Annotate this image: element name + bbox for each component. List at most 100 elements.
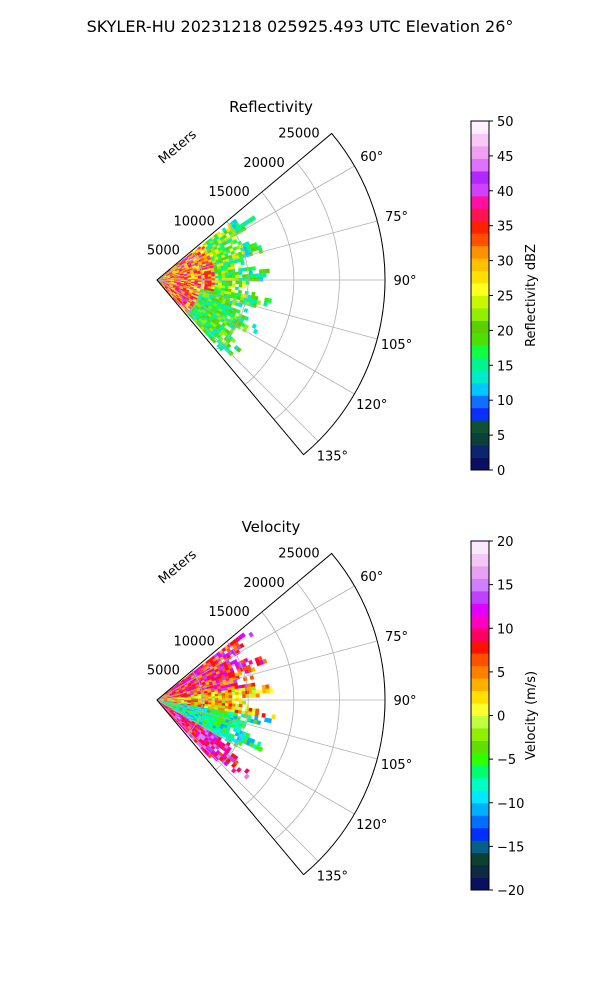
echo-cell: [232, 697, 236, 702]
echo-cell: [262, 268, 267, 274]
echo-cell: [258, 248, 264, 254]
colorbar-swatch: [471, 295, 489, 309]
colorbar-swatch: [471, 777, 489, 791]
azimuth-tick-label: 120°: [356, 398, 387, 413]
echo-cell: [238, 268, 243, 272]
echo-cell: [218, 698, 223, 701]
azimuth-tick-label: 120°: [356, 818, 387, 833]
echo-cell: [221, 698, 226, 701]
colorbar-tick-label: 20: [497, 324, 514, 339]
echo-cell: [221, 692, 226, 697]
echo-cell: [235, 691, 240, 696]
azimuth-tick-label: 90°: [393, 694, 416, 709]
echo-cell: [255, 693, 260, 698]
colorbar-tick-label: 0: [497, 710, 505, 725]
azimuth-spoke: [156, 699, 355, 815]
colorbar: 0 5 10 15 20 25 30 35 40 45 50 Reflectivity dBZ: [470, 115, 539, 479]
echo-cell: [248, 266, 253, 271]
echo-cell: [250, 666, 256, 673]
echo-field: [156, 631, 276, 780]
range-ring: [273, 162, 340, 421]
echo-cell: [259, 273, 264, 278]
colorbar-swatch: [471, 665, 489, 679]
colorbar-tick-label: 5: [497, 429, 505, 444]
azimuth-tick-label: 60°: [360, 150, 383, 165]
echo-cell: [237, 684, 242, 689]
echo-cell: [248, 270, 253, 275]
echo-cell: [262, 272, 267, 278]
radius-axis-label: Meters: [156, 547, 200, 587]
echo-cell: [267, 718, 272, 724]
colorbar-swatch: [471, 802, 489, 816]
echo-cell: [201, 276, 206, 280]
echo-cell: [207, 274, 212, 277]
echo-cell: [227, 269, 233, 273]
azimuth-spoke: [156, 699, 319, 862]
echo-cell: [231, 283, 236, 288]
echo-cell: [197, 697, 202, 700]
echo-cell: [218, 695, 223, 699]
echo-cell: [255, 277, 260, 282]
echo-cell: [248, 690, 253, 695]
echo-cell: [250, 215, 257, 222]
echo-cell: [249, 277, 253, 282]
echo-cell: [241, 690, 246, 695]
colorbar-swatch: [471, 553, 489, 567]
colorbar-swatch: [471, 690, 489, 704]
echo-cell: [218, 700, 223, 704]
colorbar-swatch: [471, 815, 489, 829]
range-ring: [273, 582, 340, 841]
echo-cell: [221, 275, 226, 279]
echo-cell: [218, 280, 223, 284]
echo-cell: [218, 273, 223, 277]
echo-cell: [221, 280, 226, 284]
azimuth-tick-label: 105°: [381, 758, 412, 773]
colorbar-swatch: [471, 703, 489, 716]
range-ring: [244, 611, 295, 806]
echo-cell: [225, 698, 229, 702]
echo-cell: [241, 687, 246, 692]
echo-cell: [243, 308, 249, 314]
echo-cell: [257, 746, 264, 753]
echo-cell: [242, 277, 247, 282]
azimuth-tick-label: 75°: [385, 210, 408, 225]
colorbar-swatch: [471, 790, 489, 804]
echo-cell: [221, 272, 226, 277]
echo-cell: [235, 697, 240, 702]
echo-cell: [224, 689, 229, 694]
radius-tick-label: 25000: [278, 126, 319, 141]
echo-cell: [235, 280, 240, 285]
echo-cell: [235, 277, 240, 282]
colorbar-swatch: [471, 283, 489, 296]
range-ring: [215, 641, 249, 771]
echo-cell: [204, 276, 209, 279]
colorbar-swatch: [471, 877, 489, 891]
echo-cell: [238, 280, 243, 285]
colorbar-label: Velocity (m/s): [524, 671, 539, 760]
echo-cell: [258, 269, 263, 274]
echo-cell: [244, 687, 250, 692]
reflectivity-panel: Reflectivity 5000 10000 15000 20000 25000 Mete…: [147, 98, 539, 479]
echo-cell: [238, 706, 243, 711]
radius-tick-label: 10000: [174, 634, 215, 649]
colorbar-tick-label: −5: [497, 753, 516, 768]
echo-cell: [204, 700, 209, 703]
colorbar-label: Reflectivity dBZ: [524, 244, 539, 347]
echo-cell: [237, 741, 243, 747]
colorbar-swatch: [471, 208, 489, 222]
echo-cell: [214, 700, 219, 704]
echo-cell: [238, 271, 243, 276]
colorbar-swatch: [471, 395, 489, 409]
colorbar-swatch: [471, 133, 489, 147]
azimuth-spoke: [156, 279, 319, 442]
echo-field: [156, 215, 272, 357]
colorbar-swatch: [471, 121, 489, 134]
echo-cell: [230, 767, 237, 774]
sector-frame: [156, 132, 386, 456]
colorbar-tick-label: 35: [497, 220, 514, 235]
colorbar-swatch: [471, 370, 489, 384]
echo-cell: [201, 696, 206, 700]
colorbar-tick-label: 30: [497, 255, 514, 270]
echo-cell: [218, 346, 224, 352]
echo-cell: [258, 689, 263, 694]
